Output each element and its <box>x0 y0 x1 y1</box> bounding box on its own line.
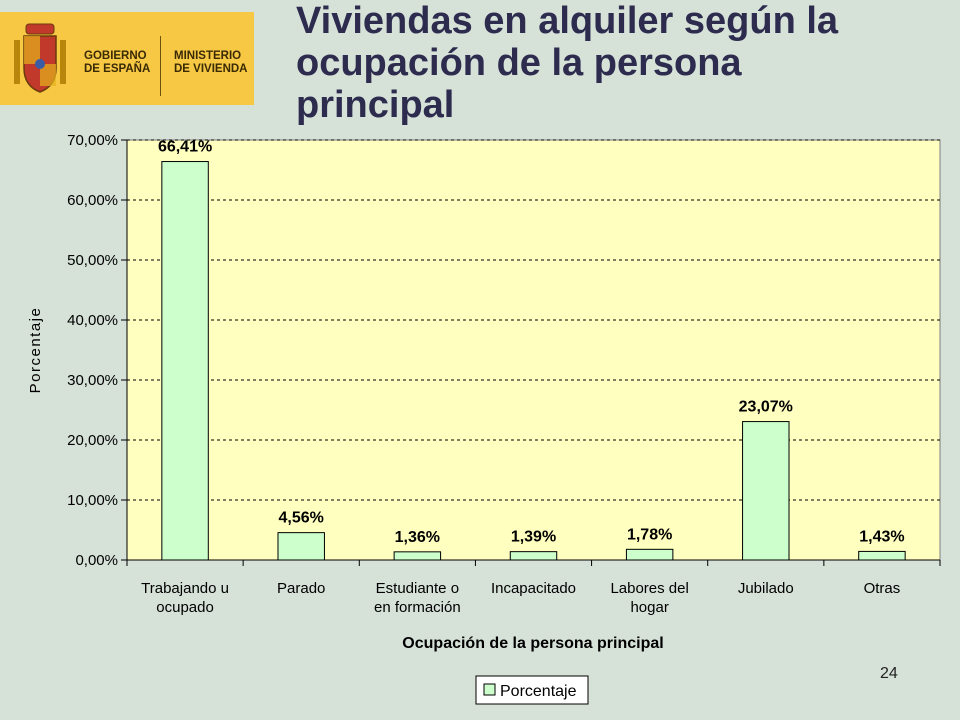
logo-line: DE VIVIENDA <box>174 63 248 75</box>
legend: Porcentaje <box>475 675 589 705</box>
coat-of-arms-icon <box>14 23 66 93</box>
title-line: principal <box>296 84 455 126</box>
y-tick-label: 20,00% <box>67 432 118 449</box>
x-tick-label: Parado <box>277 580 325 597</box>
data-label: 23,07% <box>739 399 793 416</box>
logo-divider <box>160 36 161 96</box>
bar <box>277 532 325 561</box>
title-line: Viviendas en alquiler según la <box>296 0 839 42</box>
data-label: 1,78% <box>627 526 672 543</box>
title-line: ocupación de la persona <box>296 42 742 84</box>
y-tick-label: 40,00% <box>67 312 118 329</box>
y-tick-label: 60,00% <box>67 192 118 209</box>
legend-box <box>475 675 589 705</box>
x-tick-label: Trabajando u <box>141 580 229 597</box>
x-tick-label: hogar <box>630 599 668 616</box>
bar <box>509 551 558 561</box>
bar <box>625 548 674 561</box>
y-tick-label: 30,00% <box>67 372 118 389</box>
plot-area <box>126 139 941 561</box>
slide-title: Viviendas en alquiler según la ocupación… <box>296 0 946 126</box>
legend-swatch <box>483 683 496 696</box>
data-label: 1,43% <box>859 528 904 545</box>
data-label: 1,36% <box>395 529 440 546</box>
y-axis-label: Porcentaje <box>27 307 44 394</box>
logo-line: MINISTERIO <box>174 50 242 62</box>
x-axis-ticks: Trabajando u ocupado Parado Estudiante o en … <box>126 560 941 616</box>
y-tick-label: 10,00% <box>67 492 118 509</box>
y-tick-label: 0,00% <box>75 552 118 569</box>
logo-line: GOBIERNO <box>84 50 147 62</box>
x-tick-label: Labores del <box>610 580 688 597</box>
page-number: 24 <box>880 665 898 682</box>
logo-line: DE ESPAÑA <box>84 63 151 75</box>
bar <box>742 421 790 561</box>
data-label: 4,56% <box>279 510 324 527</box>
bar <box>858 550 906 561</box>
bar <box>161 161 209 561</box>
x-axis-label: Ocupación de la persona principal <box>402 635 663 652</box>
data-label: 66,41% <box>158 139 212 156</box>
data-label: 1,39% <box>511 529 556 546</box>
x-tick-label: Jubilado <box>738 580 794 597</box>
x-tick-label: ocupado <box>156 599 214 616</box>
y-tick-label: 50,00% <box>67 252 118 269</box>
bar <box>393 551 442 561</box>
x-tick-label: Estudiante o <box>376 580 459 597</box>
y-tick-label: 70,00% <box>67 132 118 149</box>
government-logo: GOBIERNO DE ESPAÑA MINISTERIO DE VIVIEND… <box>0 12 254 105</box>
y-axis-ticks: 0,00% 10,00% 20,00% 30,00% 40,00% 50,00% 60,00… <box>67 132 127 569</box>
legend-label: Porcentaje <box>500 683 577 700</box>
bars: 66,41% 4,56% 1,36% 1,39% 1,78% 23,07% 1,43% <box>158 139 906 561</box>
x-tick-label: Otras <box>864 580 901 597</box>
x-tick-label: Incapacitado <box>491 580 576 597</box>
x-tick-label: en formación <box>374 599 461 616</box>
